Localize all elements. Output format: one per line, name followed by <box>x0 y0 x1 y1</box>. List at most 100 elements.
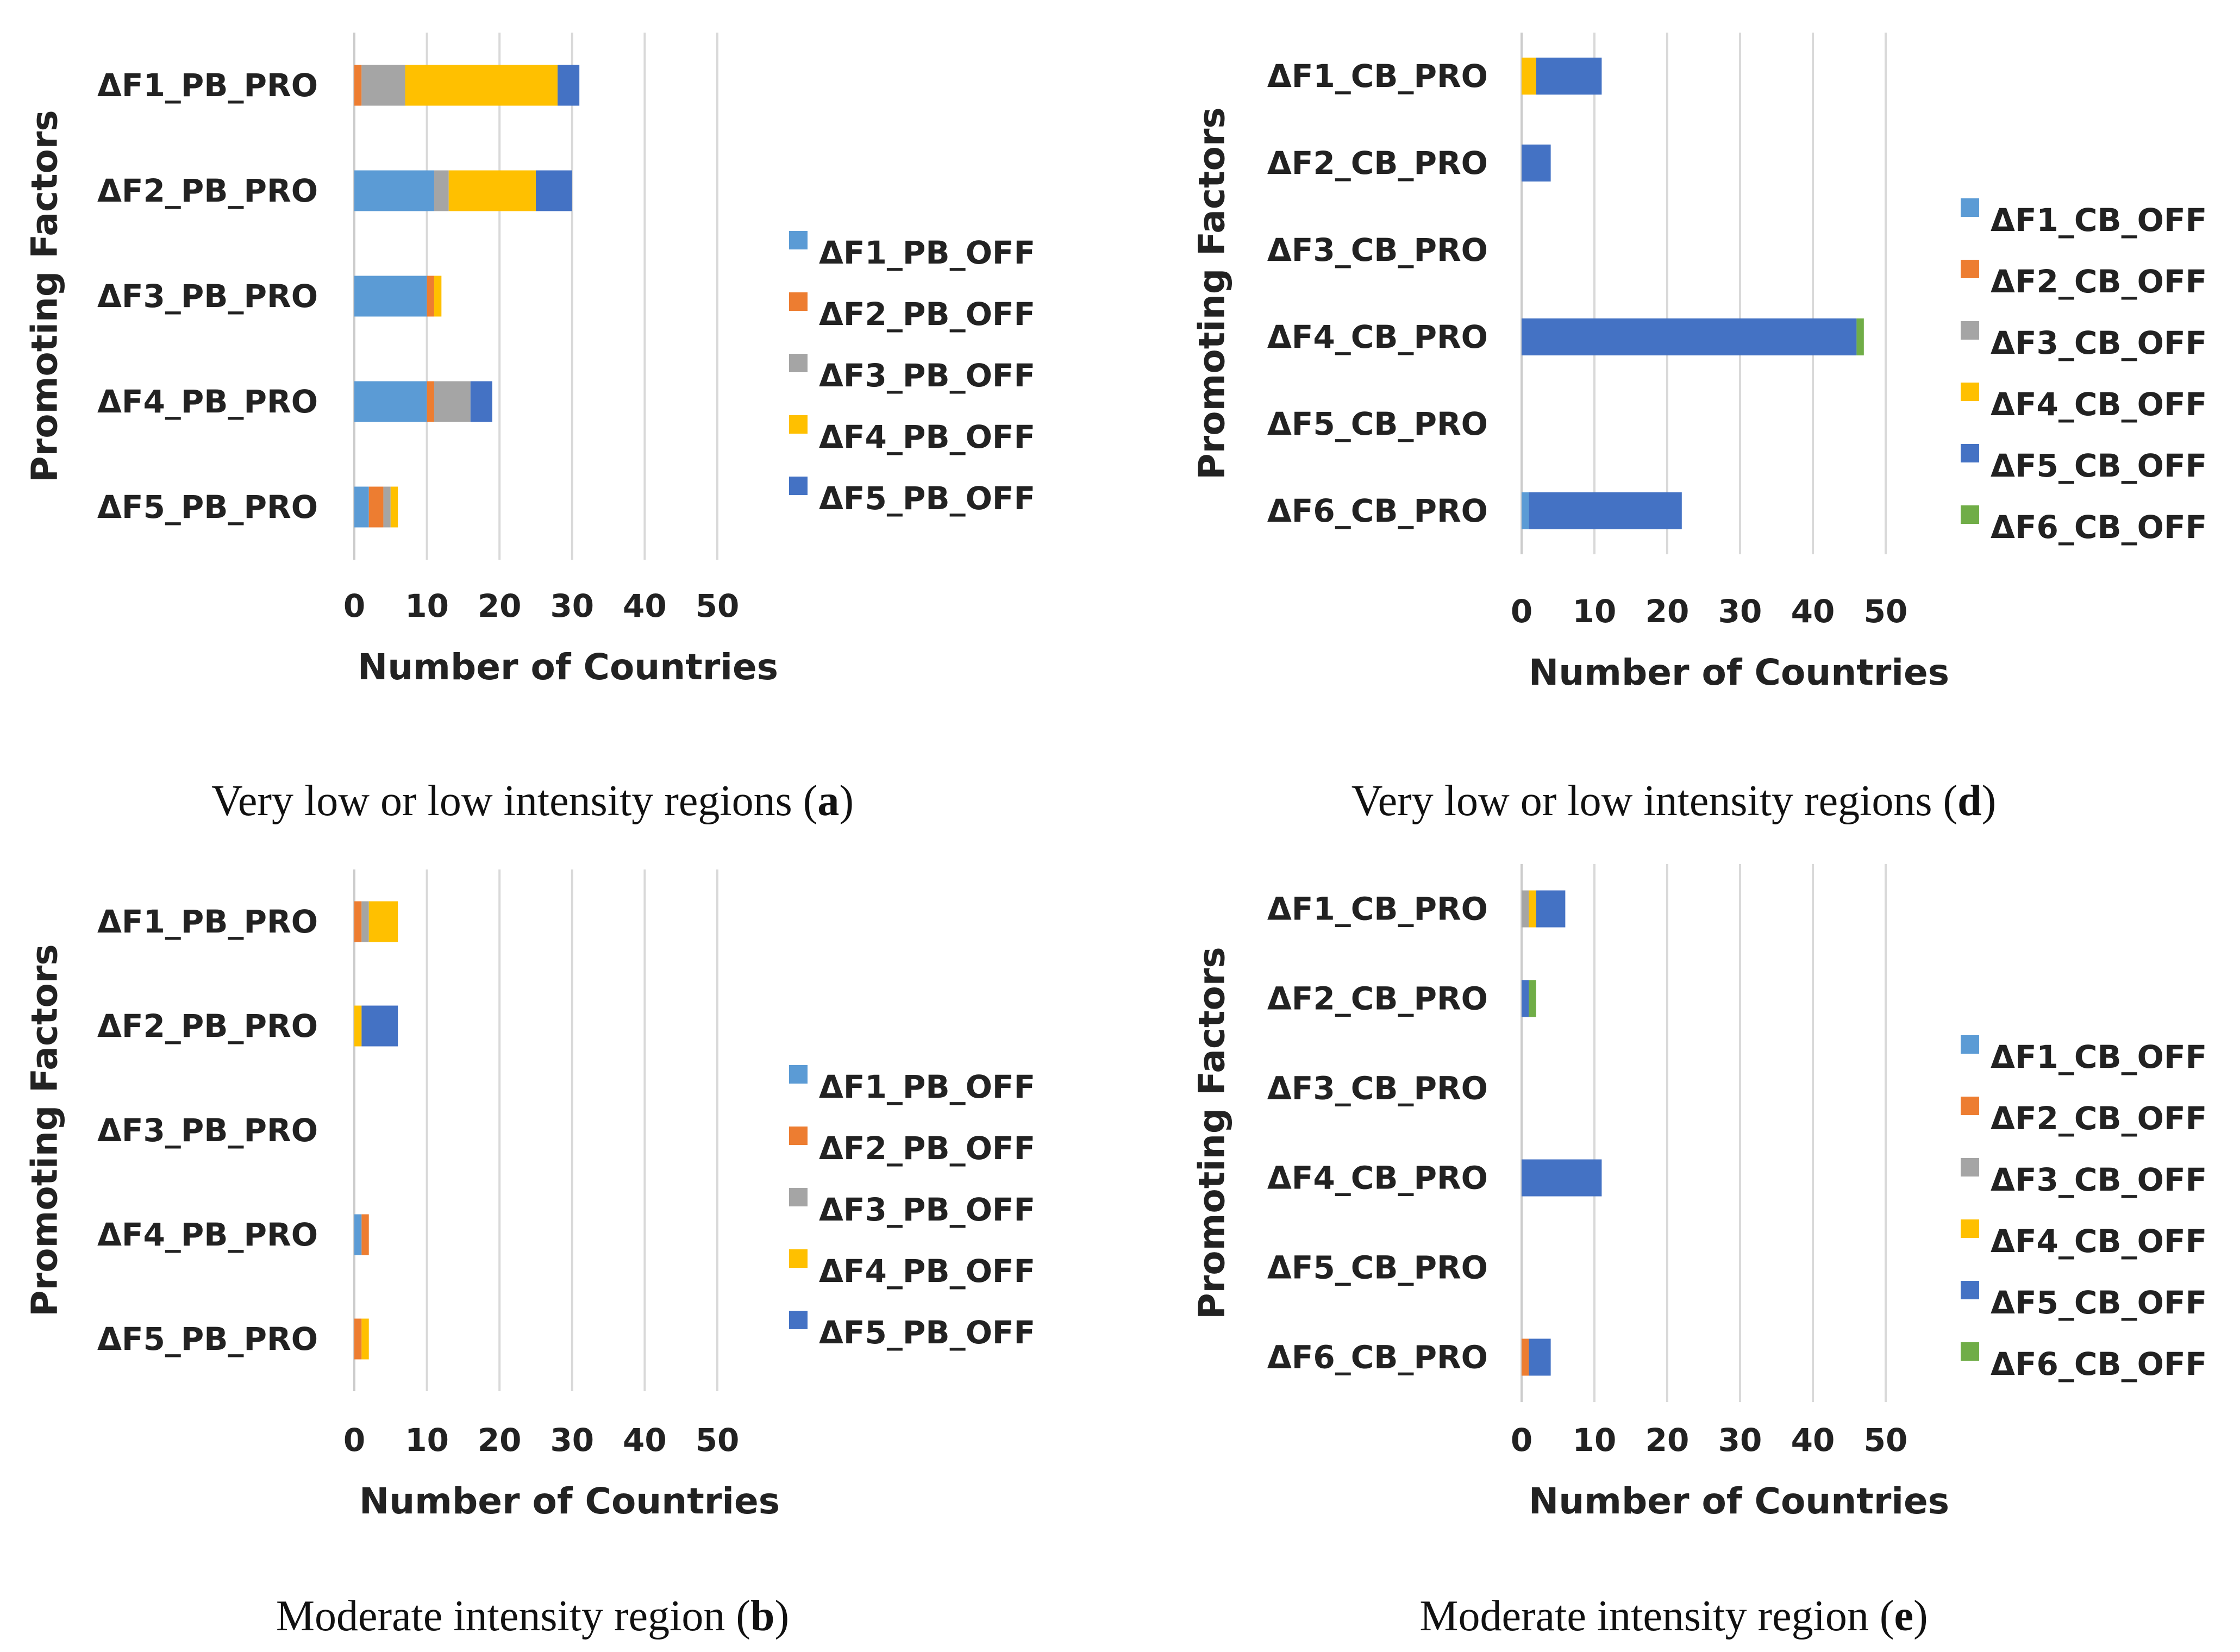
caption-close: ) <box>1982 777 1997 825</box>
category-label: ΔF2_CB_PRO <box>1267 145 1488 182</box>
bar-segment <box>434 276 442 317</box>
x-tick-label: 30 <box>1718 1422 1762 1459</box>
legend-swatch <box>1961 1097 1979 1115</box>
legend-label: ΔF4_PB_OFF <box>819 418 1035 455</box>
category-label: ΔF5_CB_PRO <box>1267 405 1488 442</box>
legend-swatch <box>1961 1035 1979 1054</box>
bar-segment <box>434 170 449 211</box>
bar-segment <box>1522 145 1551 182</box>
x-axis-title: Number of Countries <box>1529 1480 1949 1522</box>
legend-swatch <box>789 231 808 249</box>
bar-segment <box>405 65 558 106</box>
x-tick-label: 20 <box>1645 593 1690 630</box>
legend-swatch <box>789 1065 808 1084</box>
category-label: ΔF2_CB_PRO <box>1267 980 1488 1017</box>
chart-panel-a: ΔF1_PB_PRO ΔF2_PB_PRO ΔF3_PB_PRO ΔF4_PB_PRO… <box>24 33 1035 825</box>
legend-label: ΔF6_CB_OFF <box>1991 1346 2207 1382</box>
category-label: ΔF5_PB_PRO <box>97 1321 318 1357</box>
y-axis-title: Promoting Factors <box>24 944 66 1316</box>
legend-swatch <box>789 415 808 434</box>
panel-caption: Very low or low intensity regions (a) <box>211 777 854 825</box>
x-tick-label: 0 <box>1511 593 1532 630</box>
legend-label: ΔF2_CB_OFF <box>1991 263 2207 300</box>
y-axis-title: Promoting Factors <box>1191 947 1233 1319</box>
legend-label: ΔF1_CB_OFF <box>1991 1038 2207 1075</box>
category-label: ΔF4_CB_PRO <box>1267 318 1488 355</box>
category-label: ΔF5_PB_PRO <box>97 489 318 525</box>
legend-label: ΔF4_CB_OFF <box>1991 1223 2207 1260</box>
legend-swatch <box>789 1311 808 1329</box>
category-label: ΔF3_CB_PRO <box>1267 231 1488 268</box>
x-axis-title: Number of Countries <box>1529 652 1949 693</box>
x-tick-label: 50 <box>696 587 740 624</box>
legend-label: ΔF2_PB_OFF <box>819 296 1035 333</box>
chart-panel-d: ΔF1_CB_PRO ΔF2_CB_PRO ΔF3_CB_PRO ΔF4_CB_PRO… <box>1191 33 2207 825</box>
bar-segment <box>354 901 362 942</box>
legend-swatch <box>789 354 808 372</box>
legend-label: ΔF3_CB_OFF <box>1991 1161 2207 1198</box>
x-axis-title: Number of Countries <box>358 646 778 688</box>
caption-letter: b <box>750 1592 775 1640</box>
legend-label: ΔF4_PB_OFF <box>819 1253 1035 1290</box>
legend: ΔF1_CB_OFF ΔF2_CB_OFF ΔF3_CB_OFF ΔF4_CB_OFF… <box>1961 198 2207 546</box>
legend-label: ΔF6_CB_OFF <box>1991 509 2207 546</box>
category-label: ΔF4_CB_PRO <box>1267 1160 1488 1197</box>
bar-segment <box>448 170 536 211</box>
bar-segment <box>354 170 434 211</box>
category-label: ΔF6_CB_PRO <box>1267 1339 1488 1376</box>
category-label: ΔF3_PB_PRO <box>97 278 318 315</box>
bar-segment <box>470 381 492 422</box>
legend-label: ΔF5_CB_OFF <box>1991 447 2207 484</box>
legend-swatch <box>1961 444 1979 462</box>
panel-caption: Very low or low intensity regions (d) <box>1351 777 1997 825</box>
bar-segment <box>427 276 434 317</box>
bar-segment <box>1522 58 1536 95</box>
bar-segment <box>434 381 471 422</box>
x-tick-label: 30 <box>1718 593 1762 630</box>
x-tick-label: 40 <box>1791 593 1835 630</box>
caption-close: ) <box>1913 1592 1928 1640</box>
bar-segment <box>1522 1338 1529 1376</box>
caption-text: Very low or low intensity regions ( <box>1351 777 1957 825</box>
x-tick-label: 50 <box>1864 593 1908 630</box>
bar-segment <box>383 486 391 528</box>
legend-swatch <box>1961 383 1979 401</box>
chart-panel-e: ΔF1_CB_PRO ΔF2_CB_PRO ΔF3_CB_PRO ΔF4_CB_PRO… <box>1191 864 2207 1640</box>
bar-segment <box>354 276 427 317</box>
legend-swatch <box>789 292 808 311</box>
bar-segment <box>1536 890 1566 928</box>
legend: ΔF1_PB_OFF ΔF2_PB_OFF ΔF3_PB_OFF ΔF4_PB_OFF… <box>789 231 1035 517</box>
caption-letter: d <box>1957 777 1982 825</box>
legend-label: ΔF3_PB_OFF <box>819 357 1035 394</box>
x-tick-label: 50 <box>696 1422 740 1459</box>
x-tick-label: 0 <box>343 1422 365 1459</box>
bar-segment <box>354 381 427 422</box>
bar-segment <box>1522 980 1529 1017</box>
category-label: ΔF2_PB_PRO <box>97 1008 318 1044</box>
legend-label: ΔF5_PB_OFF <box>819 1314 1035 1351</box>
caption-text: Moderate intensity region ( <box>1419 1592 1894 1640</box>
y-axis-title: Promoting Factors <box>24 110 66 482</box>
x-tick-label: 10 <box>1573 593 1617 630</box>
bar-segment <box>361 1318 369 1360</box>
caption-close: ) <box>774 1592 789 1640</box>
category-label: ΔF4_PB_PRO <box>97 383 318 420</box>
x-tick-label: 10 <box>405 587 449 624</box>
legend-swatch <box>789 1249 808 1268</box>
x-tick-label: 40 <box>623 587 667 624</box>
legend-swatch <box>1961 1281 1979 1299</box>
legend-label: ΔF4_CB_OFF <box>1991 386 2207 423</box>
x-tick-label: 50 <box>1864 1422 1908 1459</box>
panel-caption: Moderate intensity region (e) <box>1419 1592 1928 1640</box>
gridlines <box>1521 864 1887 1402</box>
legend-label: ΔF1_PB_OFF <box>819 234 1035 271</box>
legend-swatch <box>1961 321 1979 340</box>
legend-swatch <box>1961 505 1979 524</box>
caption-text: Moderate intensity region ( <box>276 1592 750 1640</box>
legend-label: ΔF2_CB_OFF <box>1991 1100 2207 1137</box>
bar-segment <box>1529 980 1536 1017</box>
x-tick-label: 30 <box>550 587 594 624</box>
x-tick-label: 40 <box>1791 1422 1835 1459</box>
bar-segment <box>361 1005 398 1047</box>
